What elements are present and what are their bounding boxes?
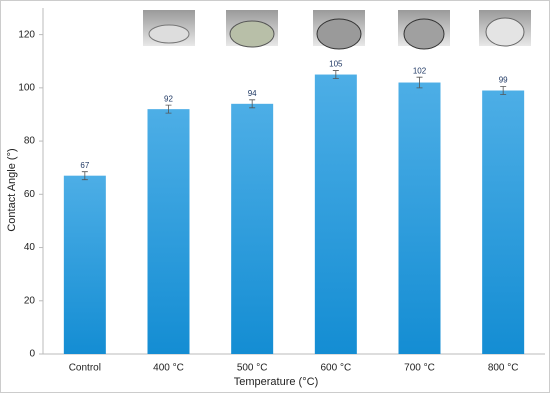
bar — [314, 74, 357, 355]
error-bar — [500, 86, 507, 95]
bar — [63, 175, 106, 354]
y-tick-label: 80 — [24, 136, 36, 147]
x-tick-label: 600 °C — [320, 363, 351, 374]
x-tick-label: 500 °C — [237, 363, 268, 374]
x-tick-label: 700 °C — [404, 363, 435, 374]
error-bar — [416, 76, 423, 89]
error-bar — [165, 104, 172, 114]
droplet-photos — [143, 10, 531, 50]
x-tick-label: 400 °C — [153, 363, 184, 374]
x-axis-label: Temperature (°C) — [234, 376, 318, 388]
y-tick-label: 60 — [24, 189, 36, 200]
y-tick-label: 100 — [18, 82, 35, 93]
bar — [147, 109, 190, 354]
y-tick-label: 40 — [24, 242, 36, 253]
y-axis-label: Contact Angle (°) — [6, 148, 18, 231]
bar — [231, 103, 274, 354]
value-label: 94 — [248, 89, 257, 98]
y-tick-label: 120 — [18, 29, 35, 40]
value-label: 99 — [499, 76, 508, 85]
y-tick-label: 0 — [29, 349, 35, 360]
x-tick-label: 800 °C — [488, 363, 519, 374]
error-bar — [81, 171, 88, 181]
value-label: 105 — [329, 60, 343, 69]
error-bar — [332, 70, 339, 79]
error-bar — [249, 99, 256, 109]
bar — [398, 82, 441, 355]
y-tick-label: 20 — [24, 295, 36, 306]
x-tick-label: Control — [69, 363, 101, 374]
value-label: 92 — [164, 94, 173, 103]
bar — [482, 90, 525, 354]
value-label: 102 — [413, 66, 427, 75]
value-label: 67 — [80, 161, 89, 170]
